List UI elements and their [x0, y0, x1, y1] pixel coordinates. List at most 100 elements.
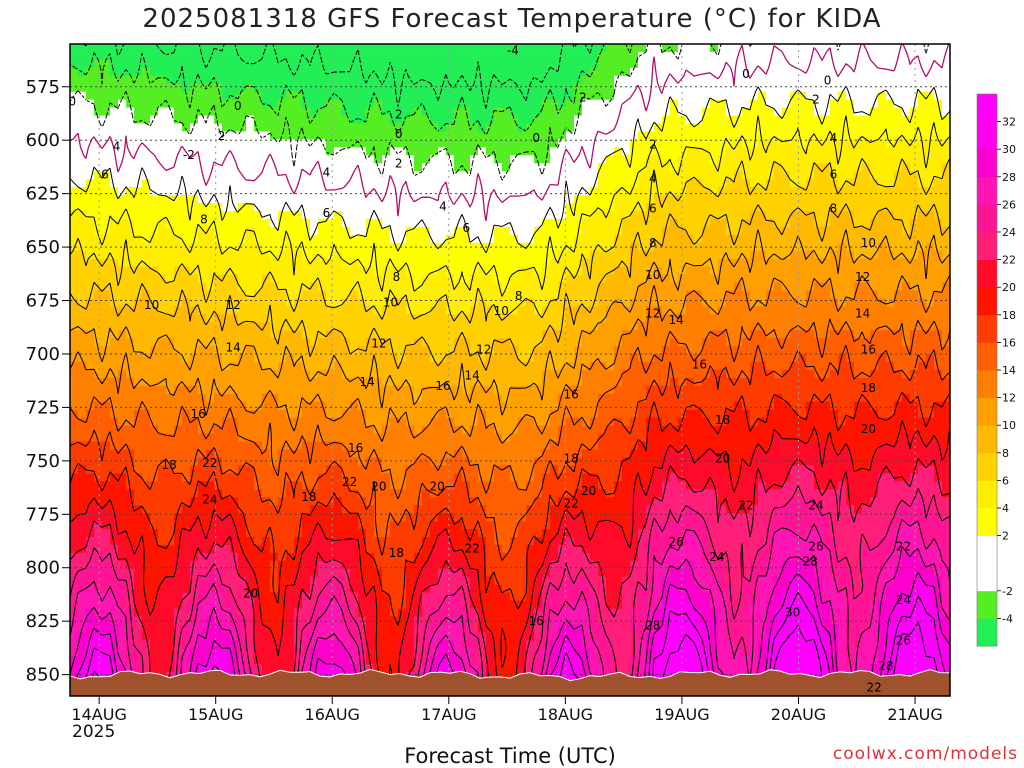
heatmap-cell: [70, 393, 79, 403]
heatmap-cell: [542, 44, 551, 53]
heatmap-cell: [502, 147, 511, 156]
heatmap-cell: [790, 306, 799, 315]
heatmap-cell: [926, 226, 935, 236]
heatmap-cell: [654, 75, 663, 85]
heatmap-cell: [222, 123, 231, 133]
heatmap-cell: [406, 91, 415, 101]
heatmap-cell: [774, 258, 783, 268]
heatmap-cell: [462, 75, 471, 85]
heatmap-cell: [550, 393, 559, 403]
heatmap-cell: [422, 370, 431, 379]
heatmap-cell: [886, 314, 895, 323]
heatmap-cell: [710, 123, 719, 133]
heatmap-cell: [126, 338, 135, 347]
heatmap-cell: [286, 330, 295, 339]
heatmap-cell: [750, 314, 759, 323]
heatmap-cell: [118, 99, 127, 109]
heatmap-cell: [182, 370, 191, 379]
heatmap-cell: [662, 274, 671, 284]
heatmap-cell: [710, 242, 719, 252]
heatmap-cell: [734, 91, 743, 101]
heatmap-cell: [174, 139, 183, 148]
heatmap-cell: [158, 370, 167, 379]
heatmap-cell: [630, 314, 639, 323]
heatmap-cell: [774, 163, 783, 172]
heatmap-cell: [318, 67, 327, 77]
heatmap-cell: [854, 322, 863, 331]
heatmap-cell: [230, 298, 239, 307]
heatmap-cell: [502, 226, 511, 236]
heatmap-cell: [438, 226, 447, 236]
heatmap-cell: [454, 385, 463, 395]
heatmap-cell: [718, 362, 727, 371]
heatmap-cell: [430, 59, 439, 69]
heatmap-cell: [654, 99, 663, 109]
heatmap-cell: [758, 362, 767, 371]
heatmap-cell: [286, 266, 295, 276]
heatmap-cell: [830, 91, 839, 101]
heatmap-cell: [422, 187, 431, 196]
heatmap-cell: [150, 195, 159, 204]
heatmap-cell: [918, 338, 927, 347]
heatmap-cell: [166, 258, 175, 268]
heatmap-cell: [526, 155, 535, 164]
heatmap-cell: [374, 123, 383, 133]
heatmap-cell: [742, 107, 751, 117]
heatmap-cell: [478, 139, 487, 148]
heatmap-cell: [790, 83, 799, 93]
heatmap-cell: [782, 266, 791, 276]
heatmap-cell: [358, 99, 367, 109]
heatmap-cell: [294, 131, 303, 141]
heatmap-cell: [142, 250, 151, 260]
heatmap-cell: [462, 322, 471, 331]
heatmap-cell: [198, 44, 207, 53]
heatmap-cell: [614, 67, 623, 77]
heatmap-cell: [302, 147, 311, 156]
heatmap-cell: [126, 362, 135, 371]
heatmap-cell: [590, 330, 599, 339]
heatmap-cell: [750, 123, 759, 133]
heatmap-cell: [694, 203, 703, 212]
heatmap-cell: [414, 258, 423, 268]
heatmap-cell: [814, 346, 823, 355]
heatmap-cell: [158, 290, 167, 300]
heatmap-cell: [238, 211, 247, 220]
heatmap-cell: [798, 147, 807, 156]
heatmap-cell: [862, 290, 871, 300]
heatmap-cell: [486, 218, 495, 228]
heatmap-cell: [110, 346, 119, 355]
heatmap-cell: [358, 75, 367, 85]
heatmap-cell: [430, 338, 439, 347]
heatmap-cell: [94, 370, 103, 379]
heatmap-cell: [278, 234, 287, 244]
heatmap-cell: [694, 250, 703, 260]
heatmap-cell: [158, 330, 167, 339]
heatmap-cell: [278, 266, 287, 276]
heatmap-cell: [198, 163, 207, 172]
heatmap-cell: [702, 266, 711, 276]
heatmap-cell: [166, 187, 175, 196]
heatmap-cell: [726, 123, 735, 133]
heatmap-cell: [158, 322, 167, 331]
heatmap-cell: [270, 362, 279, 371]
heatmap-cell: [246, 401, 255, 411]
heatmap-cell: [598, 115, 607, 125]
heatmap-cell: [174, 203, 183, 212]
heatmap-cell: [638, 282, 647, 292]
heatmap-cell: [190, 322, 199, 331]
heatmap-cell: [686, 290, 695, 300]
heatmap-cell: [862, 322, 871, 331]
heatmap-cell: [390, 393, 399, 403]
heatmap-cell: [462, 385, 471, 395]
heatmap-cell: [742, 203, 751, 212]
heatmap-cell: [814, 171, 823, 180]
heatmap-cell: [662, 123, 671, 133]
heatmap-cell: [614, 123, 623, 133]
heatmap-cell: [694, 218, 703, 228]
heatmap-cell: [294, 346, 303, 355]
heatmap-cell: [870, 83, 879, 93]
heatmap-cell: [798, 163, 807, 172]
heatmap-cell: [758, 290, 767, 300]
heatmap-cell: [934, 83, 943, 93]
heatmap-cell: [590, 282, 599, 292]
